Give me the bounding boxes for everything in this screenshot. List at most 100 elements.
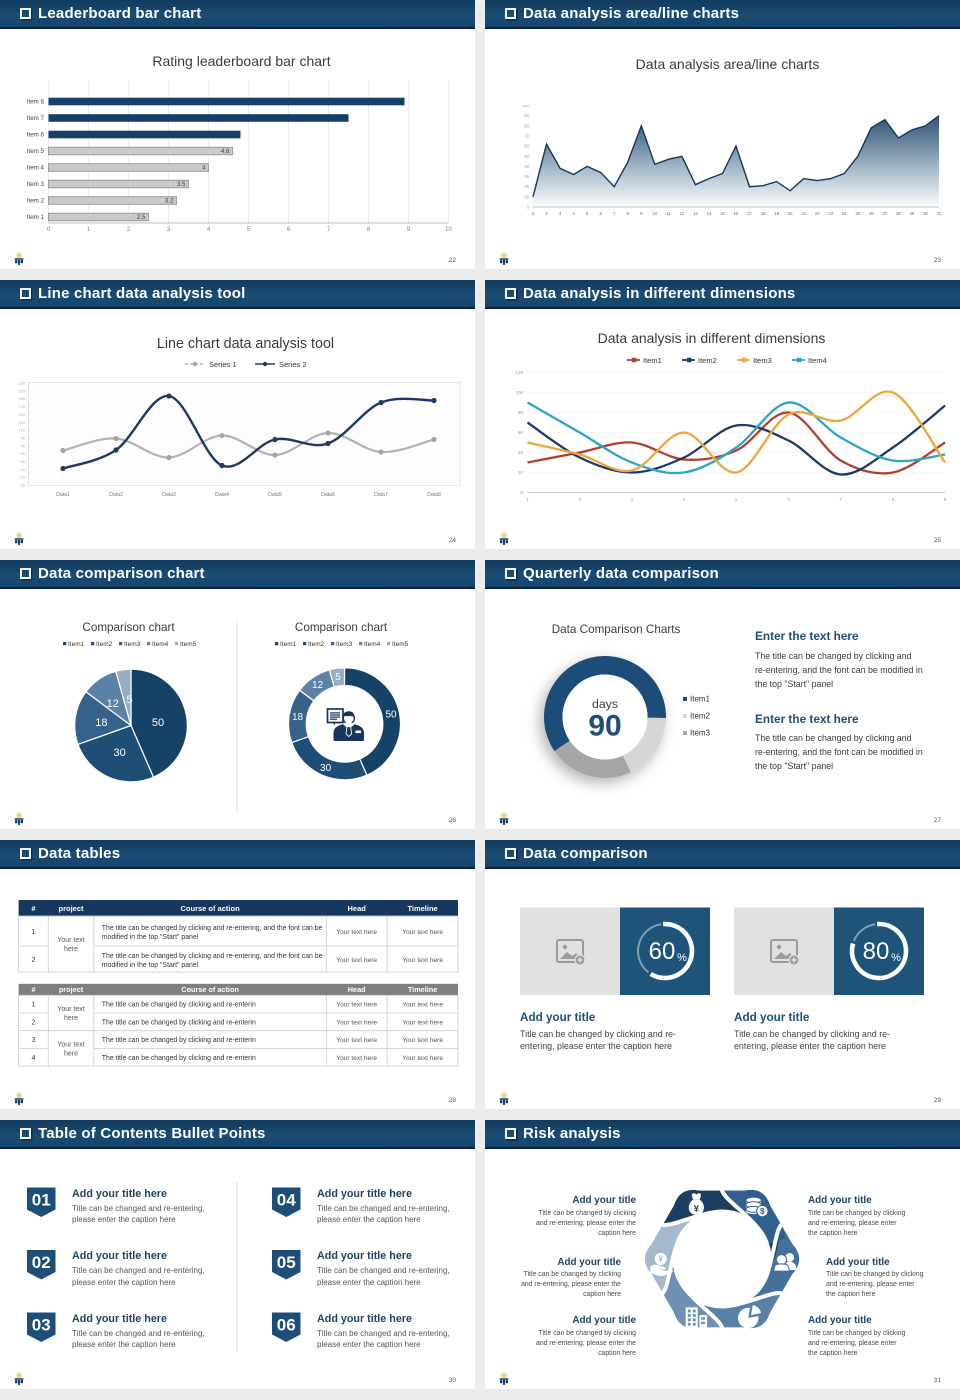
svg-text:26: 26 bbox=[869, 211, 874, 216]
svg-text:1: 1 bbox=[532, 211, 535, 216]
svg-text:6: 6 bbox=[600, 211, 603, 216]
svg-text:10: 10 bbox=[21, 467, 26, 472]
svg-text:Head: Head bbox=[348, 985, 366, 994]
svg-text:5: 5 bbox=[735, 497, 738, 502]
svg-text:70: 70 bbox=[524, 134, 529, 139]
svg-text:Your text: Your text bbox=[57, 937, 84, 944]
svg-text:Your text here: Your text here bbox=[336, 1002, 377, 1009]
svg-text:The title can be changed by cl: The title can be changed by clicking and… bbox=[102, 925, 323, 932]
svg-text:90: 90 bbox=[21, 435, 26, 440]
svg-text:110: 110 bbox=[19, 428, 26, 433]
svg-text:Item4: Item4 bbox=[808, 356, 827, 365]
svg-text:Your text here: Your text here bbox=[402, 1037, 443, 1044]
svg-text:Item2: Item2 bbox=[308, 641, 325, 648]
svg-text:18: 18 bbox=[761, 211, 766, 216]
svg-text:90: 90 bbox=[524, 113, 529, 118]
svg-text:50: 50 bbox=[385, 710, 397, 721]
svg-text:7: 7 bbox=[327, 227, 331, 233]
svg-text:Item5: Item5 bbox=[180, 641, 197, 648]
svg-text:Your text here: Your text here bbox=[336, 957, 377, 964]
svg-text:80: 80 bbox=[524, 123, 529, 128]
svg-text:11: 11 bbox=[666, 211, 671, 216]
svg-text:7: 7 bbox=[613, 211, 616, 216]
svg-text:28: 28 bbox=[896, 211, 901, 216]
svg-text:Item1: Item1 bbox=[690, 695, 711, 704]
svg-text:Data8: Data8 bbox=[427, 492, 441, 498]
svg-text:7: 7 bbox=[839, 497, 842, 502]
svg-text:Item5: Item5 bbox=[392, 641, 409, 648]
svg-text:8: 8 bbox=[892, 497, 895, 502]
svg-text:2: 2 bbox=[31, 1017, 35, 1026]
svg-text:14: 14 bbox=[707, 211, 712, 216]
svg-text:4: 4 bbox=[31, 1053, 35, 1062]
svg-text:The title can be changed by cl: The title can be changed by clicking and… bbox=[102, 1019, 256, 1026]
svg-text:4: 4 bbox=[202, 165, 206, 172]
svg-text:12: 12 bbox=[312, 680, 324, 691]
svg-text:modified in the top "Start" pa: modified in the top "Start" panel bbox=[102, 934, 199, 941]
svg-text:8: 8 bbox=[367, 227, 371, 233]
svg-text:80: 80 bbox=[863, 938, 890, 965]
svg-text:1: 1 bbox=[87, 227, 91, 233]
svg-text:-10: -10 bbox=[19, 475, 26, 480]
svg-text:3.2: 3.2 bbox=[165, 198, 174, 205]
svg-text:70: 70 bbox=[21, 443, 26, 448]
svg-text:10: 10 bbox=[652, 211, 657, 216]
svg-text:-30: -30 bbox=[19, 483, 26, 488]
svg-text:%: % bbox=[891, 952, 901, 964]
svg-text:01: 01 bbox=[32, 1191, 51, 1210]
svg-text:1: 1 bbox=[526, 497, 529, 502]
svg-text:5: 5 bbox=[586, 211, 589, 216]
svg-text:2: 2 bbox=[127, 227, 131, 233]
svg-text:24: 24 bbox=[842, 211, 847, 216]
svg-text:0: 0 bbox=[527, 205, 530, 210]
svg-text:The title can be changed by cl: The title can be changed by clicking and… bbox=[102, 1002, 256, 1009]
svg-text:60: 60 bbox=[518, 430, 524, 435]
svg-text:Item2: Item2 bbox=[96, 641, 113, 648]
svg-text:12: 12 bbox=[107, 698, 119, 710]
svg-text:Item1: Item1 bbox=[68, 641, 85, 648]
svg-text:Item3: Item3 bbox=[753, 356, 772, 365]
svg-text:12: 12 bbox=[680, 211, 685, 216]
svg-text:230: 230 bbox=[18, 381, 25, 386]
svg-text:04: 04 bbox=[277, 1191, 296, 1210]
svg-text:Data4: Data4 bbox=[215, 492, 229, 498]
svg-text:03: 03 bbox=[32, 1316, 51, 1335]
svg-text:50: 50 bbox=[152, 717, 164, 729]
svg-text:here: here bbox=[64, 1050, 78, 1057]
svg-text:22: 22 bbox=[815, 211, 820, 216]
svg-text:3.5: 3.5 bbox=[177, 181, 186, 188]
svg-text:3: 3 bbox=[167, 227, 171, 233]
svg-text:19: 19 bbox=[774, 211, 779, 216]
svg-text:1: 1 bbox=[31, 1000, 35, 1009]
svg-text:10: 10 bbox=[524, 194, 529, 199]
svg-text:Your text here: Your text here bbox=[402, 1019, 443, 1026]
svg-text:4.6: 4.6 bbox=[221, 148, 230, 155]
svg-text:130: 130 bbox=[18, 420, 25, 425]
svg-text:Head: Head bbox=[348, 904, 367, 913]
svg-text:27: 27 bbox=[883, 211, 888, 216]
svg-text:5: 5 bbox=[247, 227, 251, 233]
svg-text:Item2: Item2 bbox=[690, 712, 711, 721]
svg-text:02: 02 bbox=[32, 1253, 51, 1272]
svg-text:13: 13 bbox=[693, 211, 698, 216]
svg-text:18: 18 bbox=[292, 712, 304, 723]
svg-text:120: 120 bbox=[515, 370, 523, 375]
svg-text:4: 4 bbox=[572, 211, 575, 216]
svg-text:31: 31 bbox=[937, 211, 942, 216]
svg-text:¥: ¥ bbox=[694, 1204, 700, 1215]
svg-text:40: 40 bbox=[518, 450, 524, 455]
svg-text:Item4: Item4 bbox=[364, 641, 381, 648]
svg-text:Your text: Your text bbox=[57, 1006, 84, 1013]
svg-text:17: 17 bbox=[747, 211, 752, 216]
svg-text:2: 2 bbox=[545, 211, 548, 216]
svg-text:3: 3 bbox=[559, 211, 562, 216]
svg-text:100: 100 bbox=[515, 390, 523, 395]
svg-text:3: 3 bbox=[31, 1035, 35, 1044]
svg-text:15: 15 bbox=[720, 211, 725, 216]
svg-text:21: 21 bbox=[801, 211, 806, 216]
svg-text:4: 4 bbox=[683, 497, 686, 502]
svg-text:50: 50 bbox=[21, 451, 26, 456]
svg-text:210: 210 bbox=[18, 388, 25, 393]
svg-text:9: 9 bbox=[640, 211, 643, 216]
svg-text:Item4: Item4 bbox=[152, 641, 169, 648]
